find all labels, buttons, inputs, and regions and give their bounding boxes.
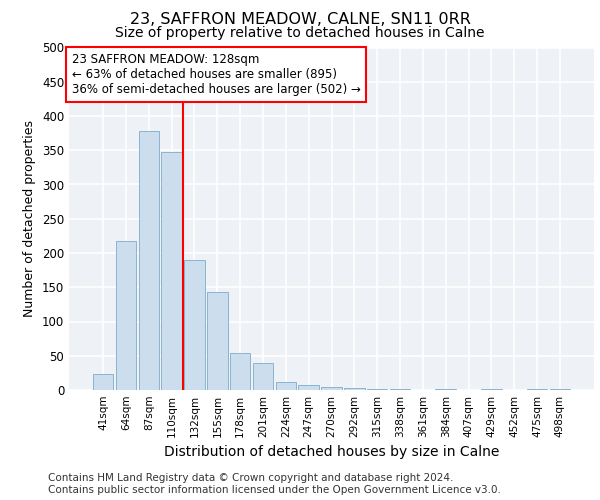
- Text: 23, SAFFRON MEADOW, CALNE, SN11 0RR: 23, SAFFRON MEADOW, CALNE, SN11 0RR: [130, 12, 470, 28]
- Bar: [367, 388, 388, 390]
- Bar: [93, 374, 113, 390]
- Bar: [527, 388, 547, 390]
- Bar: [298, 384, 319, 390]
- Bar: [275, 382, 296, 390]
- Text: Size of property relative to detached houses in Calne: Size of property relative to detached ho…: [115, 26, 485, 40]
- Text: 23 SAFFRON MEADOW: 128sqm
← 63% of detached houses are smaller (895)
36% of semi: 23 SAFFRON MEADOW: 128sqm ← 63% of detac…: [71, 52, 361, 96]
- Bar: [139, 131, 159, 390]
- X-axis label: Distribution of detached houses by size in Calne: Distribution of detached houses by size …: [164, 446, 499, 460]
- Bar: [321, 386, 342, 390]
- Bar: [230, 353, 250, 390]
- Bar: [436, 388, 456, 390]
- Y-axis label: Number of detached properties: Number of detached properties: [23, 120, 37, 318]
- Bar: [184, 260, 205, 390]
- Bar: [116, 240, 136, 390]
- Bar: [344, 388, 365, 390]
- Bar: [207, 292, 227, 390]
- Text: Contains HM Land Registry data © Crown copyright and database right 2024.
Contai: Contains HM Land Registry data © Crown c…: [48, 474, 501, 495]
- Bar: [161, 152, 182, 390]
- Bar: [253, 364, 273, 390]
